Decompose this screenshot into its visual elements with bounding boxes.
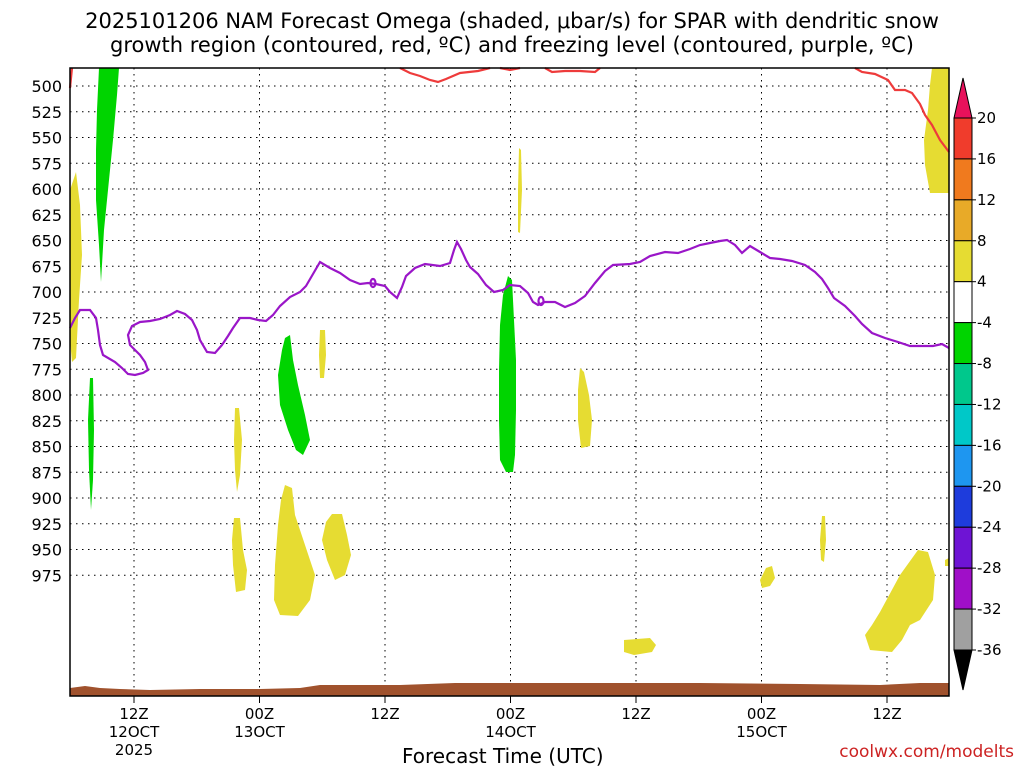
omega-area (274, 485, 315, 616)
colorbar-label: -16 (977, 436, 1002, 454)
colorbar: 20 16 12 8 4 -4 -8 -12 -16 -20 -24 -28 -32 -36 (953, 77, 1002, 691)
colorbar-swatch (953, 199, 973, 242)
omega-area (322, 514, 351, 580)
omega-area (865, 550, 935, 652)
colorbar-swatch (953, 608, 973, 651)
x-tick-hour: 00Z (747, 705, 776, 723)
colorbar-swatch (953, 403, 973, 446)
colorbar-label: -20 (977, 477, 1002, 495)
colorbar-arrow-top (953, 77, 973, 119)
y-tick-label: 775 (31, 360, 62, 379)
colorbar-swatch (953, 567, 973, 610)
omega-area (578, 368, 592, 448)
omega-area (96, 68, 119, 282)
y-tick-label: 825 (31, 412, 62, 431)
plot-frame (69, 67, 950, 697)
y-tick-label: 525 (31, 103, 62, 122)
y-tick-label: 800 (31, 386, 62, 405)
x-tick-date: 15OCT (736, 723, 787, 741)
x-tick-year: 2025 (115, 741, 153, 759)
colorbar-label: -28 (977, 559, 1002, 577)
freezing-level-contour (69, 238, 950, 377)
y-tick-label: 500 (31, 77, 62, 96)
omega-area (88, 378, 94, 510)
omega-area (319, 330, 326, 378)
colorbar-swatch (953, 363, 973, 405)
colorbar-swatch (953, 240, 973, 283)
y-tick-label: 875 (31, 463, 62, 482)
colorbar-label: 16 (977, 150, 996, 168)
y-axis: 500 525 550 575 600 625 650 675 700 725 750 775 800 8… (31, 77, 62, 585)
y-tick-label: 925 (31, 515, 62, 534)
credit-link[interactable]: coolwx.com/modelts (839, 742, 1014, 762)
x-tick-hour: 12Z (119, 705, 148, 723)
y-tick-label: 900 (31, 489, 62, 508)
colorbar-swatch (953, 485, 973, 528)
colorbar-label: -8 (977, 355, 992, 373)
omega-area (924, 68, 949, 193)
y-tick-label: 625 (31, 206, 62, 225)
x-tick-date: 14OCT (485, 723, 536, 741)
omega-area (760, 566, 775, 588)
colorbar-label: -4 (977, 314, 992, 332)
x-tick-hour: 00Z (496, 705, 525, 723)
omega-area (234, 408, 242, 492)
colorbar-label: 20 (977, 109, 996, 127)
colorbar-label: 8 (977, 232, 987, 250)
y-tick-label: 600 (31, 180, 62, 199)
omega-shading (70, 68, 949, 655)
y-tick-label: 575 (31, 154, 62, 173)
x-axis-title: Forecast Time (UTC) (402, 744, 604, 768)
x-tick-hour: 12Z (370, 705, 399, 723)
omega-area (945, 558, 949, 566)
x-tick-date: 12OCT (109, 723, 160, 741)
colorbar-label: -12 (977, 395, 1002, 413)
colorbar-label: 4 (977, 273, 987, 291)
y-tick-label: 675 (31, 257, 62, 276)
gridlines (70, 68, 949, 696)
colorbar-swatch (953, 117, 973, 160)
y-tick-label: 725 (31, 309, 62, 328)
colorbar-swatch (953, 322, 973, 365)
x-tick-date: 13OCT (234, 723, 285, 741)
omega-area (518, 148, 522, 233)
chart-title-line-1: 2025101206 NAM Forecast Omega (shaded, μ… (85, 9, 939, 33)
colorbar-label: -32 (977, 600, 1002, 618)
chart-title-line-2: growth region (contoured, red, ºC) and f… (110, 33, 914, 57)
omega-area (232, 518, 247, 592)
colorbar-swatch (953, 158, 973, 201)
y-tick-label: 850 (31, 438, 62, 457)
omega-area (820, 516, 826, 562)
y-tick-label: 975 (31, 566, 62, 585)
x-tick-hour: 00Z (245, 705, 274, 723)
colorbar-swatch (953, 281, 973, 324)
dgz-contour (68, 66, 950, 153)
omega-area (624, 638, 656, 655)
colorbar-label: 12 (977, 191, 996, 209)
colorbar-arrow-bottom (953, 649, 973, 691)
omega-area (70, 172, 82, 362)
ground (70, 683, 949, 696)
colorbar-swatch (953, 526, 973, 569)
x-tick-hour: 12Z (872, 705, 901, 723)
y-tick-label: 950 (31, 541, 62, 560)
colorbar-label: -36 (977, 641, 1002, 659)
y-tick-label: 550 (31, 129, 62, 148)
y-tick-label: 650 (31, 232, 62, 251)
omega-area (499, 276, 516, 472)
colorbar-label: -24 (977, 518, 1002, 536)
x-tick-hour: 12Z (621, 705, 650, 723)
y-tick-label: 750 (31, 335, 62, 354)
colorbar-swatch (953, 444, 973, 487)
omega-area (278, 335, 310, 455)
y-tick-label: 700 (31, 283, 62, 302)
